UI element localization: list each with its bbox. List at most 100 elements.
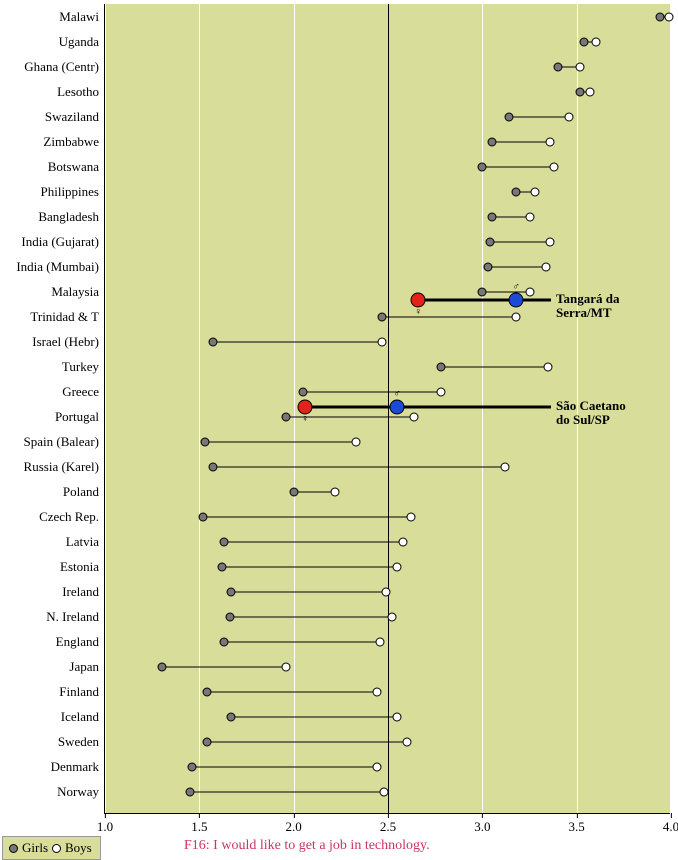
country-label: India (Gujarat) xyxy=(21,234,105,250)
legend-swatch-girls xyxy=(9,844,18,853)
boys-dot xyxy=(665,13,674,22)
girls-dot xyxy=(487,138,496,147)
girls-dot xyxy=(299,388,308,397)
country-label: Ireland xyxy=(62,584,105,600)
boys-dot xyxy=(399,538,408,547)
boys-dot xyxy=(542,263,551,272)
boys-dot xyxy=(525,213,534,222)
range-connector xyxy=(303,392,441,393)
range-connector xyxy=(230,617,392,618)
girls-dot xyxy=(580,38,589,47)
country-label: Czech Rep. xyxy=(39,509,105,525)
annotation-boys-dot xyxy=(509,292,524,307)
boys-dot xyxy=(406,513,415,522)
girls-dot xyxy=(483,263,492,272)
annotation-bar xyxy=(418,298,551,301)
boys-dot xyxy=(402,738,411,747)
boys-dot xyxy=(378,338,387,347)
girls-dot xyxy=(157,663,166,672)
country-label: Greece xyxy=(62,384,105,400)
range-connector xyxy=(482,167,554,168)
boys-dot xyxy=(591,38,600,47)
chart-container: 1.01.52.02.53.03.54.0MalawiUgandaGhana (… xyxy=(0,0,678,859)
boys-dot xyxy=(500,463,509,472)
boys-dot xyxy=(393,713,402,722)
country-label: Malawi xyxy=(59,9,105,25)
girls-dot xyxy=(655,13,664,22)
x-tick-label: 3.0 xyxy=(474,813,490,835)
boys-dot xyxy=(436,388,445,397)
range-connector xyxy=(190,792,384,793)
boys-dot xyxy=(376,638,385,647)
girls-dot xyxy=(478,288,487,297)
range-connector xyxy=(441,367,549,368)
gridline xyxy=(199,4,200,813)
girls-dot xyxy=(202,738,211,747)
country-label: Estonia xyxy=(60,559,105,575)
legend-label-boys: Boys xyxy=(65,840,92,856)
boys-dot xyxy=(576,63,585,72)
annotation-label: São Caetanodo Sul/SP xyxy=(556,399,626,428)
country-label: Ghana (Centr) xyxy=(24,59,105,75)
country-label: Lesotho xyxy=(57,84,105,100)
x-tick-label: 4.0 xyxy=(663,813,678,835)
country-label: Iceland xyxy=(61,709,105,725)
range-connector xyxy=(294,492,336,493)
country-label: Portugal xyxy=(55,409,105,425)
gridline xyxy=(671,4,672,813)
range-connector xyxy=(205,442,356,443)
girls-dot xyxy=(553,63,562,72)
range-connector xyxy=(492,142,550,143)
country-label: Uganda xyxy=(59,34,105,50)
x-tick-label: 2.5 xyxy=(380,813,396,835)
country-label: Latvia xyxy=(66,534,105,550)
girls-dot xyxy=(208,463,217,472)
country-label: Poland xyxy=(63,484,105,500)
girls-dot xyxy=(219,538,228,547)
boys-dot xyxy=(393,563,402,572)
boys-dot xyxy=(351,438,360,447)
girls-dot xyxy=(504,113,513,122)
country-label: Zimbabwe xyxy=(43,134,105,150)
range-connector xyxy=(488,267,546,268)
girls-dot xyxy=(576,88,585,97)
legend-label-girls: Girls xyxy=(22,840,48,856)
girls-dot xyxy=(487,213,496,222)
boys-dot xyxy=(387,613,396,622)
boys-dot xyxy=(380,788,389,797)
girls-dot xyxy=(187,763,196,772)
country-label: Swaziland xyxy=(45,109,105,125)
country-label: Sweden xyxy=(58,734,105,750)
girls-dot xyxy=(225,613,234,622)
girls-dot xyxy=(199,513,208,522)
boys-dot xyxy=(585,88,594,97)
boys-dot xyxy=(544,363,553,372)
country-label: Israel (Hebr) xyxy=(32,334,105,350)
girls-dot xyxy=(227,713,236,722)
range-connector xyxy=(482,292,529,293)
girls-dot xyxy=(512,188,521,197)
girls-dot xyxy=(378,313,387,322)
boys-dot xyxy=(525,288,534,297)
range-connector xyxy=(509,117,569,118)
country-label: Denmark xyxy=(51,759,105,775)
range-connector xyxy=(224,542,403,543)
girls-dot xyxy=(436,363,445,372)
boys-dot xyxy=(410,413,419,422)
boys-dot xyxy=(550,163,559,172)
boys-dot xyxy=(565,113,574,122)
range-connector xyxy=(222,567,397,568)
girls-dot xyxy=(217,563,226,572)
country-label: England xyxy=(56,634,105,650)
legend-swatch-boys xyxy=(52,844,61,853)
range-connector xyxy=(231,717,397,718)
legend: Girls Boys xyxy=(2,836,101,860)
range-connector xyxy=(162,667,287,668)
range-connector xyxy=(224,642,381,643)
gridline xyxy=(482,4,483,813)
annotation-label: Tangará daSerra/MT xyxy=(556,292,619,321)
country-label: Botswana xyxy=(48,159,105,175)
range-connector xyxy=(207,692,377,693)
boys-dot xyxy=(282,663,291,672)
girls-dot xyxy=(478,163,487,172)
